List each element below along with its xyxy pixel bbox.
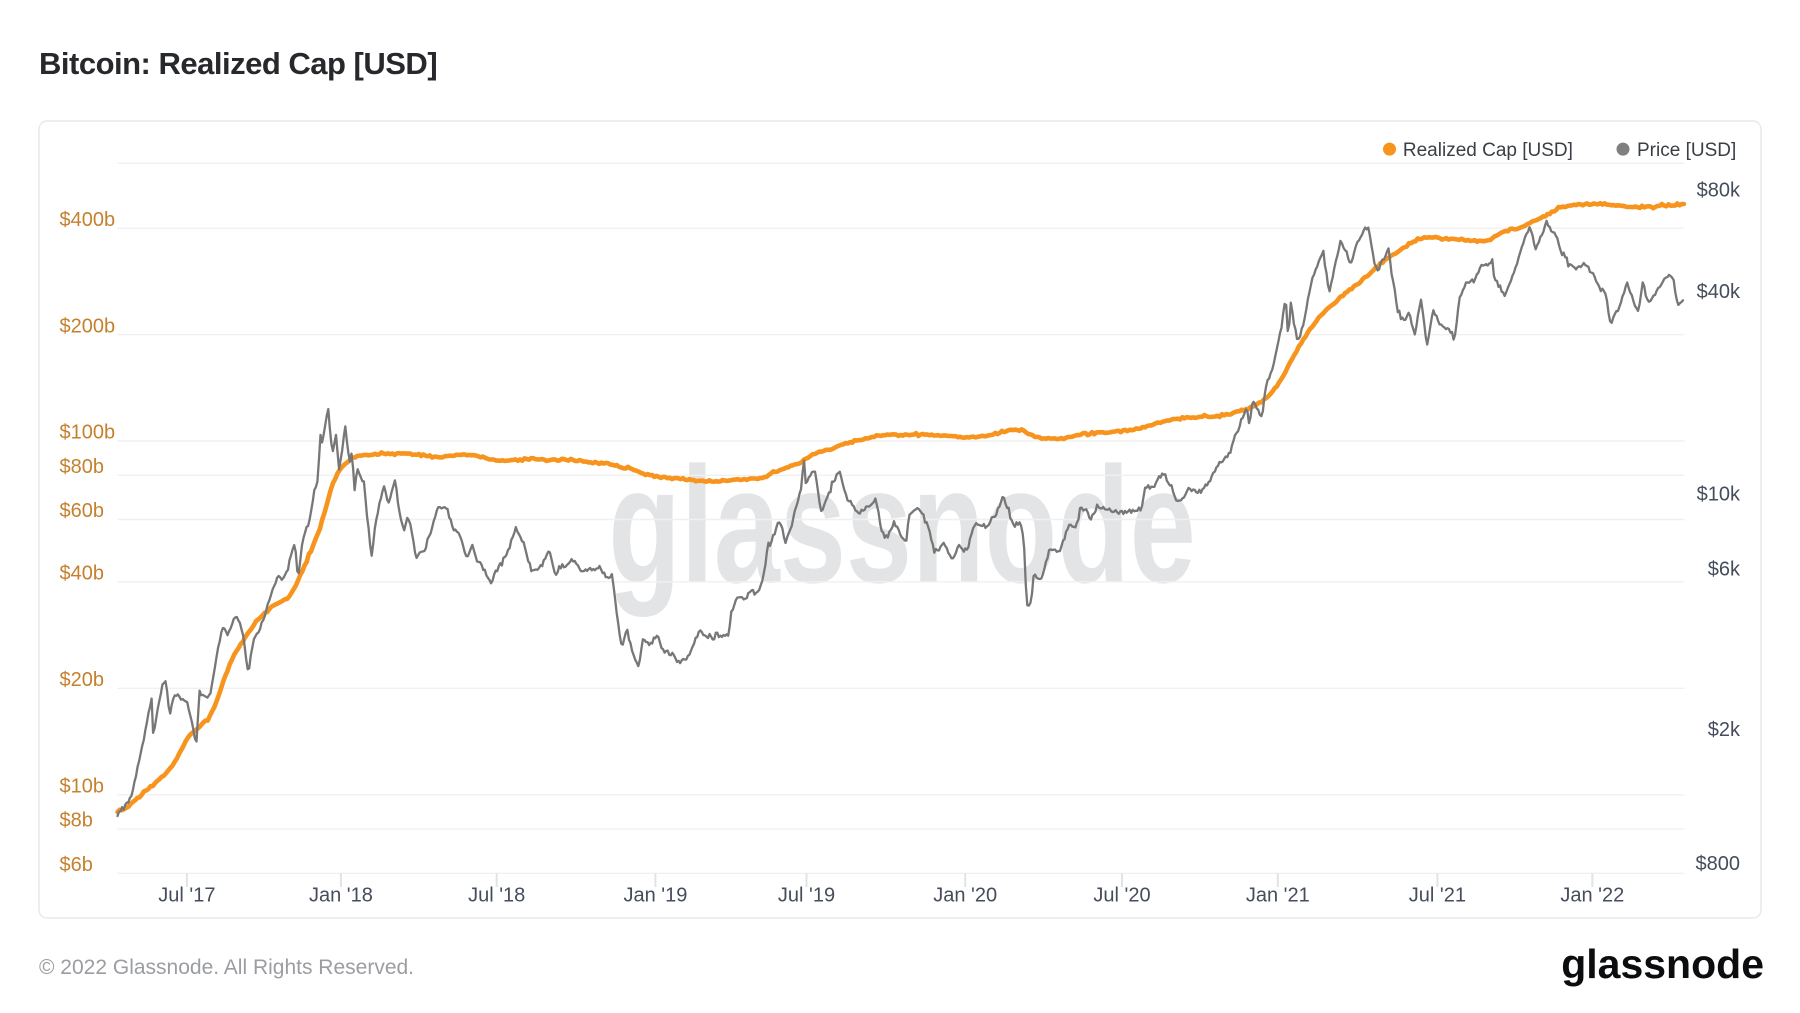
svg-text:Jan '18: Jan '18 (309, 885, 373, 907)
svg-text:Jul '19: Jul '19 (778, 885, 835, 907)
svg-text:Jul '20: Jul '20 (1093, 885, 1150, 907)
svg-text:$10b: $10b (60, 775, 105, 797)
svg-text:$800: $800 (1696, 853, 1741, 875)
svg-text:$200b: $200b (60, 315, 116, 337)
svg-text:Jul '17: Jul '17 (158, 885, 215, 907)
svg-text:$60b: $60b (60, 500, 105, 522)
svg-text:Jul '21: Jul '21 (1409, 885, 1466, 907)
svg-text:$40b: $40b (60, 562, 105, 584)
svg-text:$10k: $10k (1697, 484, 1741, 506)
svg-text:$40k: $40k (1697, 281, 1741, 303)
svg-text:Jan '19: Jan '19 (623, 885, 687, 907)
svg-text:glassnode: glassnode (608, 434, 1195, 618)
svg-text:$8b: $8b (60, 810, 93, 832)
svg-text:$80k: $80k (1697, 180, 1741, 202)
svg-text:Jan '21: Jan '21 (1246, 885, 1310, 907)
svg-text:Jul '18: Jul '18 (468, 885, 525, 907)
svg-text:Realized Cap [USD]: Realized Cap [USD] (1403, 140, 1573, 161)
svg-text:Jan '20: Jan '20 (933, 885, 997, 907)
svg-text:$80b: $80b (60, 456, 105, 478)
svg-text:$100b: $100b (60, 422, 116, 444)
svg-text:$6b: $6b (60, 854, 93, 876)
svg-text:Price [USD]: Price [USD] (1637, 140, 1736, 161)
svg-text:$20b: $20b (60, 669, 105, 691)
svg-text:$2k: $2k (1708, 719, 1741, 741)
svg-text:Jan '22: Jan '22 (1560, 885, 1624, 907)
svg-text:$6k: $6k (1708, 558, 1741, 580)
svg-text:$400b: $400b (60, 209, 116, 231)
